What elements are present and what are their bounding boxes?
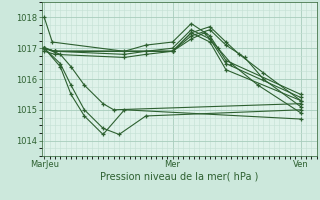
X-axis label: Pression niveau de la mer( hPa ): Pression niveau de la mer( hPa ): [100, 172, 258, 182]
